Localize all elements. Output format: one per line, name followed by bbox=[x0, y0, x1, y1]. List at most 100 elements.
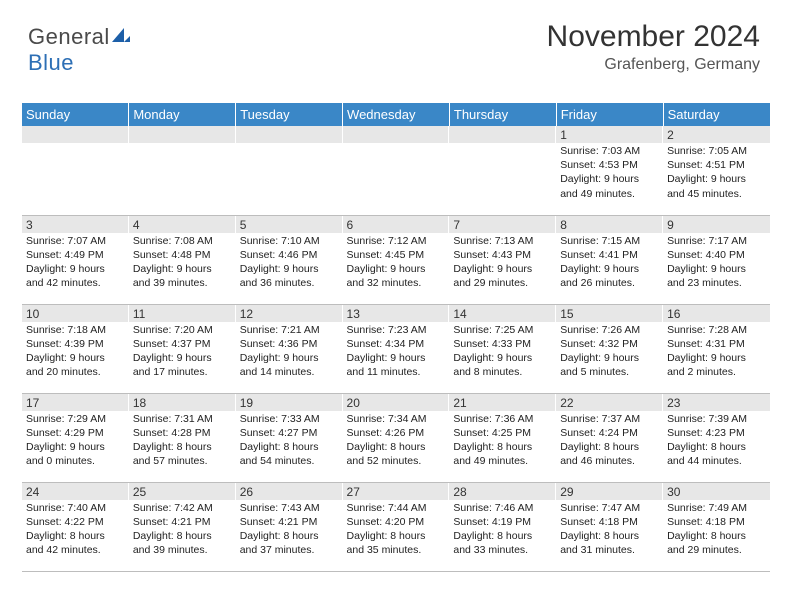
daylight-text: Daylight: 8 hours and 49 minutes. bbox=[453, 440, 552, 468]
day-number: 18 bbox=[129, 394, 236, 411]
day-number: 25 bbox=[129, 483, 236, 500]
sunset-text: Sunset: 4:48 PM bbox=[133, 248, 232, 262]
calendar-cell: 18Sunrise: 7:31 AMSunset: 4:28 PMDayligh… bbox=[129, 393, 236, 482]
day-number: 24 bbox=[22, 483, 129, 500]
day-content: Sunrise: 7:08 AMSunset: 4:48 PMDaylight:… bbox=[129, 233, 236, 293]
day-number bbox=[449, 126, 556, 143]
daylight-text: Daylight: 9 hours and 2 minutes. bbox=[667, 351, 766, 379]
sunset-text: Sunset: 4:32 PM bbox=[560, 337, 659, 351]
calendar-cell: 1Sunrise: 7:03 AMSunset: 4:53 PMDaylight… bbox=[556, 126, 663, 215]
sunset-text: Sunset: 4:21 PM bbox=[133, 515, 232, 529]
day-number: 14 bbox=[449, 305, 556, 322]
day-number: 19 bbox=[236, 394, 343, 411]
month-title: November 2024 bbox=[547, 20, 760, 54]
sunset-text: Sunset: 4:51 PM bbox=[667, 158, 766, 172]
calendar-row: 24Sunrise: 7:40 AMSunset: 4:22 PMDayligh… bbox=[22, 482, 770, 571]
sunrise-text: Sunrise: 7:23 AM bbox=[347, 323, 446, 337]
daylight-text: Daylight: 8 hours and 29 minutes. bbox=[667, 529, 766, 557]
day-content: Sunrise: 7:18 AMSunset: 4:39 PMDaylight:… bbox=[22, 322, 129, 382]
calendar-cell bbox=[449, 126, 556, 215]
daylight-text: Daylight: 9 hours and 42 minutes. bbox=[26, 262, 125, 290]
sunset-text: Sunset: 4:36 PM bbox=[240, 337, 339, 351]
daylight-text: Daylight: 9 hours and 23 minutes. bbox=[667, 262, 766, 290]
day-number: 30 bbox=[663, 483, 770, 500]
sunrise-text: Sunrise: 7:39 AM bbox=[667, 412, 766, 426]
location-label: Grafenberg, Germany bbox=[547, 56, 760, 74]
sunrise-text: Sunrise: 7:26 AM bbox=[560, 323, 659, 337]
sunrise-text: Sunrise: 7:36 AM bbox=[453, 412, 552, 426]
sunset-text: Sunset: 4:33 PM bbox=[453, 337, 552, 351]
sunrise-text: Sunrise: 7:13 AM bbox=[453, 234, 552, 248]
calendar-body: 1Sunrise: 7:03 AMSunset: 4:53 PMDaylight… bbox=[22, 126, 770, 571]
daylight-text: Daylight: 9 hours and 49 minutes. bbox=[560, 172, 659, 200]
sunset-text: Sunset: 4:34 PM bbox=[347, 337, 446, 351]
sunset-text: Sunset: 4:18 PM bbox=[560, 515, 659, 529]
calendar-table: Sunday Monday Tuesday Wednesday Thursday… bbox=[22, 103, 770, 572]
day-number: 20 bbox=[343, 394, 450, 411]
sunrise-text: Sunrise: 7:18 AM bbox=[26, 323, 125, 337]
sunrise-text: Sunrise: 7:21 AM bbox=[240, 323, 339, 337]
day-content: Sunrise: 7:15 AMSunset: 4:41 PMDaylight:… bbox=[556, 233, 663, 293]
day-content: Sunrise: 7:29 AMSunset: 4:29 PMDaylight:… bbox=[22, 411, 129, 471]
day-content: Sunrise: 7:05 AMSunset: 4:51 PMDaylight:… bbox=[663, 143, 770, 203]
sunrise-text: Sunrise: 7:43 AM bbox=[240, 501, 339, 515]
sunrise-text: Sunrise: 7:44 AM bbox=[347, 501, 446, 515]
daylight-text: Daylight: 8 hours and 33 minutes. bbox=[453, 529, 552, 557]
sunrise-text: Sunrise: 7:10 AM bbox=[240, 234, 339, 248]
daylight-text: Daylight: 8 hours and 46 minutes. bbox=[560, 440, 659, 468]
sunset-text: Sunset: 4:49 PM bbox=[26, 248, 125, 262]
brand-logo: GeneralBlue bbox=[28, 24, 130, 76]
day-number bbox=[129, 126, 236, 143]
sunset-text: Sunset: 4:21 PM bbox=[240, 515, 339, 529]
brand-name-part2: Blue bbox=[28, 50, 74, 75]
day-number: 15 bbox=[556, 305, 663, 322]
daylight-text: Daylight: 8 hours and 31 minutes. bbox=[560, 529, 659, 557]
sunset-text: Sunset: 4:23 PM bbox=[667, 426, 766, 440]
sunrise-text: Sunrise: 7:33 AM bbox=[240, 412, 339, 426]
calendar-row: 1Sunrise: 7:03 AMSunset: 4:53 PMDaylight… bbox=[22, 126, 770, 215]
sunrise-text: Sunrise: 7:47 AM bbox=[560, 501, 659, 515]
sunrise-text: Sunrise: 7:29 AM bbox=[26, 412, 125, 426]
calendar-header-row: Sunday Monday Tuesday Wednesday Thursday… bbox=[22, 103, 770, 126]
day-content: Sunrise: 7:40 AMSunset: 4:22 PMDaylight:… bbox=[22, 500, 129, 560]
calendar-cell: 2Sunrise: 7:05 AMSunset: 4:51 PMDaylight… bbox=[663, 126, 770, 215]
day-content: Sunrise: 7:43 AMSunset: 4:21 PMDaylight:… bbox=[236, 500, 343, 560]
day-content: Sunrise: 7:47 AMSunset: 4:18 PMDaylight:… bbox=[556, 500, 663, 560]
daylight-text: Daylight: 8 hours and 54 minutes. bbox=[240, 440, 339, 468]
day-content: Sunrise: 7:10 AMSunset: 4:46 PMDaylight:… bbox=[236, 233, 343, 293]
calendar-cell bbox=[343, 126, 450, 215]
brand-name-part1: General bbox=[28, 24, 110, 49]
day-number: 6 bbox=[343, 216, 450, 233]
daylight-text: Daylight: 8 hours and 44 minutes. bbox=[667, 440, 766, 468]
sunset-text: Sunset: 4:18 PM bbox=[667, 515, 766, 529]
day-content: Sunrise: 7:26 AMSunset: 4:32 PMDaylight:… bbox=[556, 322, 663, 382]
sunset-text: Sunset: 4:28 PM bbox=[133, 426, 232, 440]
day-content: Sunrise: 7:31 AMSunset: 4:28 PMDaylight:… bbox=[129, 411, 236, 471]
day-content: Sunrise: 7:36 AMSunset: 4:25 PMDaylight:… bbox=[449, 411, 556, 471]
sunset-text: Sunset: 4:24 PM bbox=[560, 426, 659, 440]
day-number: 27 bbox=[343, 483, 450, 500]
sunset-text: Sunset: 4:20 PM bbox=[347, 515, 446, 529]
day-content: Sunrise: 7:21 AMSunset: 4:36 PMDaylight:… bbox=[236, 322, 343, 382]
calendar-cell: 12Sunrise: 7:21 AMSunset: 4:36 PMDayligh… bbox=[236, 304, 343, 393]
daylight-text: Daylight: 9 hours and 45 minutes. bbox=[667, 172, 766, 200]
daylight-text: Daylight: 8 hours and 42 minutes. bbox=[26, 529, 125, 557]
sunset-text: Sunset: 4:22 PM bbox=[26, 515, 125, 529]
calendar-cell: 5Sunrise: 7:10 AMSunset: 4:46 PMDaylight… bbox=[236, 215, 343, 304]
day-content: Sunrise: 7:37 AMSunset: 4:24 PMDaylight:… bbox=[556, 411, 663, 471]
daylight-text: Daylight: 9 hours and 0 minutes. bbox=[26, 440, 125, 468]
day-number: 9 bbox=[663, 216, 770, 233]
sunset-text: Sunset: 4:53 PM bbox=[560, 158, 659, 172]
calendar-cell: 15Sunrise: 7:26 AMSunset: 4:32 PMDayligh… bbox=[556, 304, 663, 393]
sunrise-text: Sunrise: 7:31 AM bbox=[133, 412, 232, 426]
daylight-text: Daylight: 8 hours and 39 minutes. bbox=[133, 529, 232, 557]
day-number: 16 bbox=[663, 305, 770, 322]
dayheader-monday: Monday bbox=[129, 103, 236, 126]
sunset-text: Sunset: 4:41 PM bbox=[560, 248, 659, 262]
day-number: 13 bbox=[343, 305, 450, 322]
day-content: Sunrise: 7:42 AMSunset: 4:21 PMDaylight:… bbox=[129, 500, 236, 560]
day-number: 12 bbox=[236, 305, 343, 322]
daylight-text: Daylight: 8 hours and 37 minutes. bbox=[240, 529, 339, 557]
day-content: Sunrise: 7:07 AMSunset: 4:49 PMDaylight:… bbox=[22, 233, 129, 293]
sunset-text: Sunset: 4:43 PM bbox=[453, 248, 552, 262]
